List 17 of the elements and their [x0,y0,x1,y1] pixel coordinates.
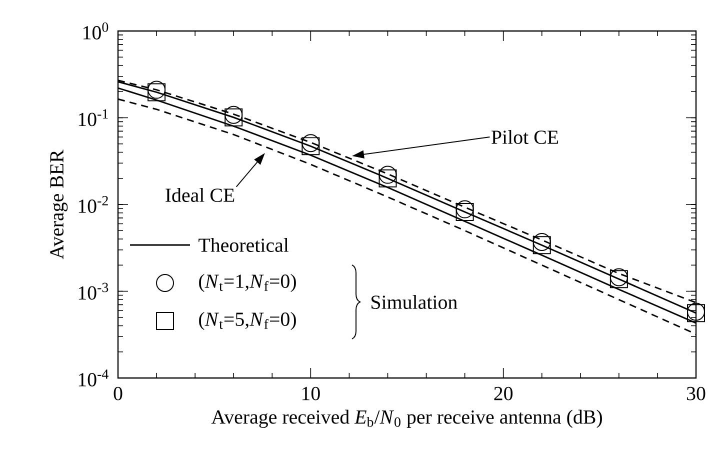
legend-label: (N$_{t}$=1,N$_{f}$=0) [199,274,296,292]
legend-label: (N$_{t}$=5,N$_{f}$=0) [199,312,296,330]
annotation: Pilot CE [492,130,558,144]
x-axis-title: Average received E$_{b}$/N$_{0}$ per receive antenna (dB) [211,410,602,428]
x-tick-label: 10 [302,386,320,400]
x-tick-label: 30 [686,386,706,400]
y-tick-label: 10$^{-2}$ [78,196,108,213]
y-tick-label: 10$^{0}$ [84,22,108,40]
annotation: Ideal CE [166,188,234,202]
y-tick-label: 10$^{-1}$ [78,109,108,126]
annotation: Simulation [372,294,458,309]
x-tick-label: 20 [494,386,513,400]
y-tick-label: 10$^{-3}$ [78,282,108,300]
legend-label: Theoretical [198,238,289,252]
x-tick-label: 0 [114,386,122,400]
y-tick-label: 10$^{-4}$ [78,370,108,386]
y-axis-title: Average BER [50,150,68,260]
